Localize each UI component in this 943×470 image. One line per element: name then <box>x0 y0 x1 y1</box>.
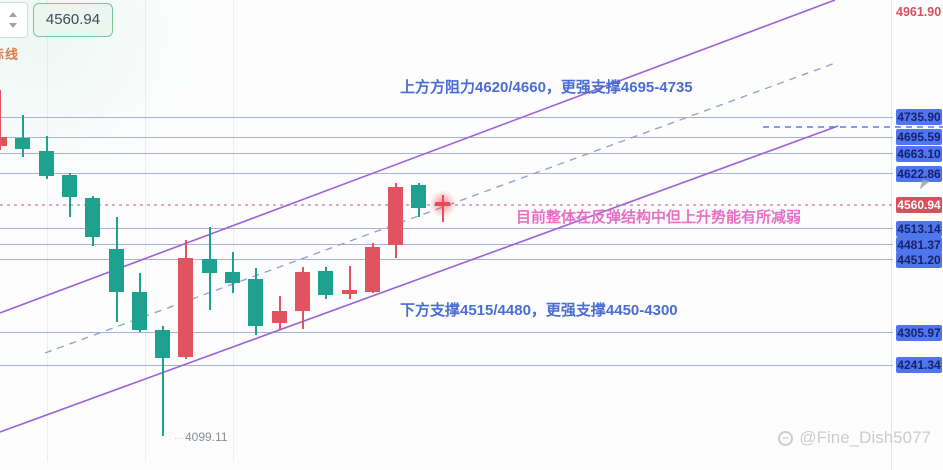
price-axis-label: 4451.20 <box>896 251 942 268</box>
stepper-up-icon[interactable] <box>9 12 17 17</box>
candle <box>342 289 357 294</box>
line-tool-label: 标线 <box>0 47 20 62</box>
candle <box>388 186 403 245</box>
candle <box>109 248 124 292</box>
candle-wick <box>0 89 1 151</box>
candle <box>411 184 426 208</box>
candle <box>295 271 310 312</box>
wechat-icon <box>778 430 794 446</box>
price-axis-label: 4622.86 <box>896 165 942 182</box>
candle <box>248 278 263 327</box>
candle <box>178 257 193 358</box>
upper-target-price-label: 4961.90 <box>896 5 942 19</box>
price-axis-label: 4663.10 <box>896 145 942 162</box>
session-separator <box>145 0 146 462</box>
price-gridline <box>0 116 893 118</box>
candle <box>0 137 7 147</box>
price-input[interactable]: 4560.94 <box>33 3 113 37</box>
current-candle-glow-marker <box>429 190 457 218</box>
candle <box>225 271 240 283</box>
price-gridline <box>0 364 893 366</box>
current-price-label: 4560.94 <box>896 196 942 213</box>
session-separator <box>233 0 234 462</box>
stepper-down-icon[interactable] <box>9 23 17 28</box>
price-stepper[interactable] <box>0 2 28 38</box>
price-gridline <box>0 244 893 246</box>
support-annotation[interactable]: 下方支撑4515/4480，更强支撑4450-4300 <box>400 302 678 319</box>
price-axis-label: 4735.90 <box>896 109 942 125</box>
price-axis-label: 4695.59 <box>896 129 942 146</box>
candle-wick <box>349 265 351 299</box>
candle <box>132 291 147 331</box>
candle <box>365 246 380 292</box>
price-axis-label: 4481.37 <box>896 236 942 253</box>
channel-upper-line[interactable] <box>0 0 836 314</box>
price-gridline <box>0 332 893 334</box>
candle <box>202 258 217 273</box>
price-axis-label: 4513.14 <box>896 220 942 237</box>
candle-wick <box>162 326 164 437</box>
candle <box>318 270 333 295</box>
price-gridline <box>0 136 893 138</box>
candle <box>39 151 54 177</box>
channel-lower-line[interactable] <box>0 125 839 433</box>
price-gridline <box>0 153 893 154</box>
price-gridline <box>0 228 893 230</box>
price-axis-border <box>891 0 892 470</box>
price-gridline <box>0 259 893 261</box>
price-axis-label: 4305.97 <box>896 324 942 341</box>
candle <box>62 175 77 198</box>
price-axis-label: 4241.34 <box>896 357 942 374</box>
candle <box>85 198 100 237</box>
trend-annotation[interactable]: 目前整体在反弹结构中但上升势能有所减弱 <box>516 209 802 226</box>
price-gridline <box>0 173 893 175</box>
swing-low-label: 4099.11 <box>174 430 228 444</box>
resistance-annotation[interactable]: 上方方阻力4620/4660，更强支撑4695-4735 <box>400 79 693 96</box>
candle <box>155 330 170 359</box>
watermark: @Fine_Dish5077 <box>778 428 931 448</box>
candle <box>272 311 287 324</box>
watermark-handle: @Fine_Dish5077 <box>799 428 931 447</box>
candle <box>15 138 30 150</box>
session-separator <box>47 0 48 462</box>
candle-wick <box>22 114 24 158</box>
